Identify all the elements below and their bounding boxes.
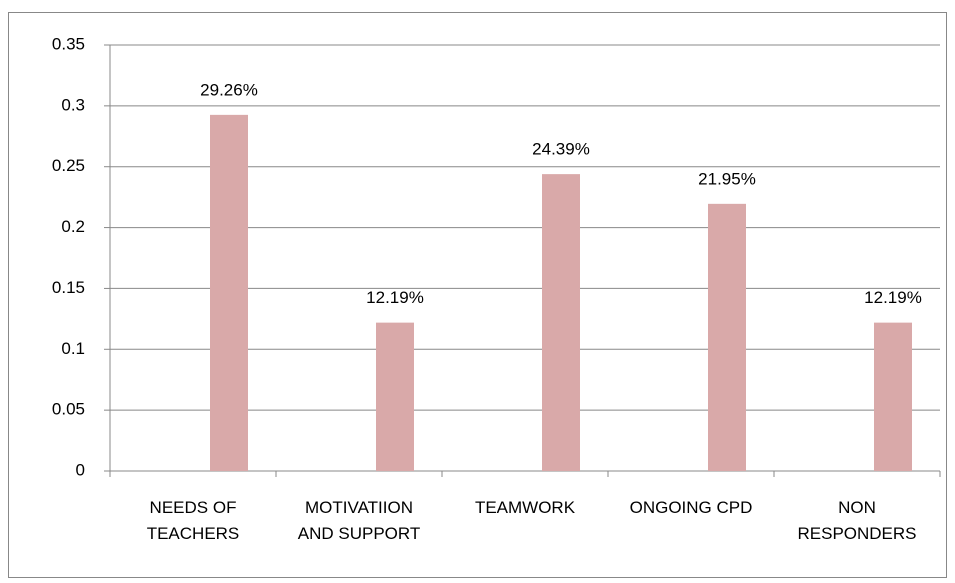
- x-tick-label: TEAMWORK: [474, 498, 576, 517]
- y-tick-label: 0.2: [61, 217, 85, 236]
- bar: [874, 322, 912, 471]
- bar: [376, 322, 414, 471]
- bar: [210, 114, 248, 471]
- y-tick-label: 0.15: [52, 278, 85, 297]
- y-tick-label: 0: [76, 460, 85, 479]
- data-label: 29.26%: [200, 80, 258, 99]
- x-tick-label: MOTIVATIION AND SUPPORT: [297, 498, 421, 543]
- data-label: 21.95%: [698, 169, 756, 188]
- x-tick-label: NEEDS OF TEACHERS: [146, 498, 240, 543]
- y-tick-label: 0.35: [52, 34, 85, 53]
- y-tick-label: 0.25: [52, 156, 85, 175]
- bar: [708, 203, 746, 471]
- y-tick-label: 0.05: [52, 400, 85, 419]
- chart-border: [8, 12, 947, 578]
- x-tick-label: ONGOING CPD: [629, 498, 753, 517]
- y-tick-label: 0.3: [61, 95, 85, 114]
- bar: [542, 174, 580, 471]
- data-label: 12.19%: [864, 288, 922, 307]
- data-label: 12.19%: [366, 288, 424, 307]
- x-tick-label: NON RESPONDERS: [797, 498, 917, 543]
- y-tick-label: 0.1: [61, 339, 85, 358]
- data-label: 24.39%: [532, 140, 590, 159]
